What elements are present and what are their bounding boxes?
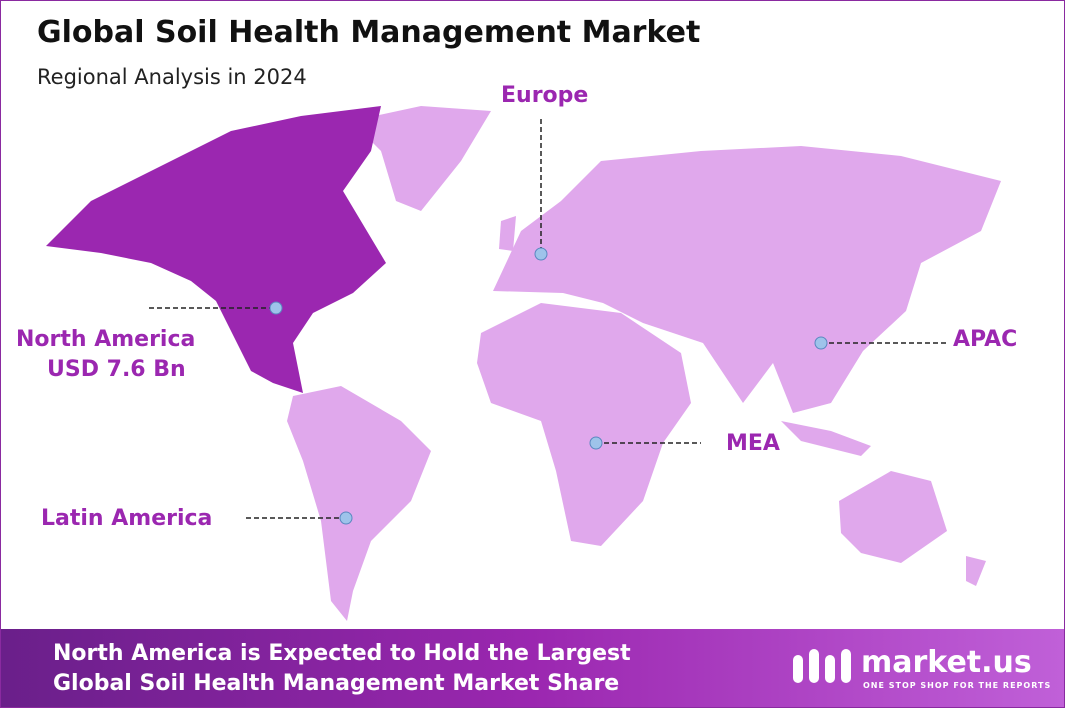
footer-line: Global Soil Health Management Market Sha… — [53, 671, 620, 696]
brand-logo — [793, 649, 851, 683]
footer-line: North America is Expected to Hold the La… — [53, 641, 631, 666]
region-value: USD 7.6 Bn — [47, 357, 186, 382]
region-dots — [269, 247, 828, 525]
brand-tagline: ONE STOP SHOP FOR THE REPORTS — [863, 681, 1052, 690]
brand-name: market.us — [861, 645, 1032, 680]
region-label: North America — [16, 327, 196, 352]
other-land — [287, 106, 1001, 621]
region-label: Latin America — [41, 506, 213, 531]
region-label: APAC — [953, 327, 1018, 352]
title: Global Soil Health Management Market — [37, 15, 701, 50]
region-label: Europe — [501, 83, 589, 108]
subtitle: Regional Analysis in 2024 — [37, 65, 307, 89]
north-america — [46, 106, 386, 393]
region-label: MEA — [726, 431, 780, 456]
leader-lines — [149, 119, 946, 519]
footer-band — [1, 629, 1064, 707]
